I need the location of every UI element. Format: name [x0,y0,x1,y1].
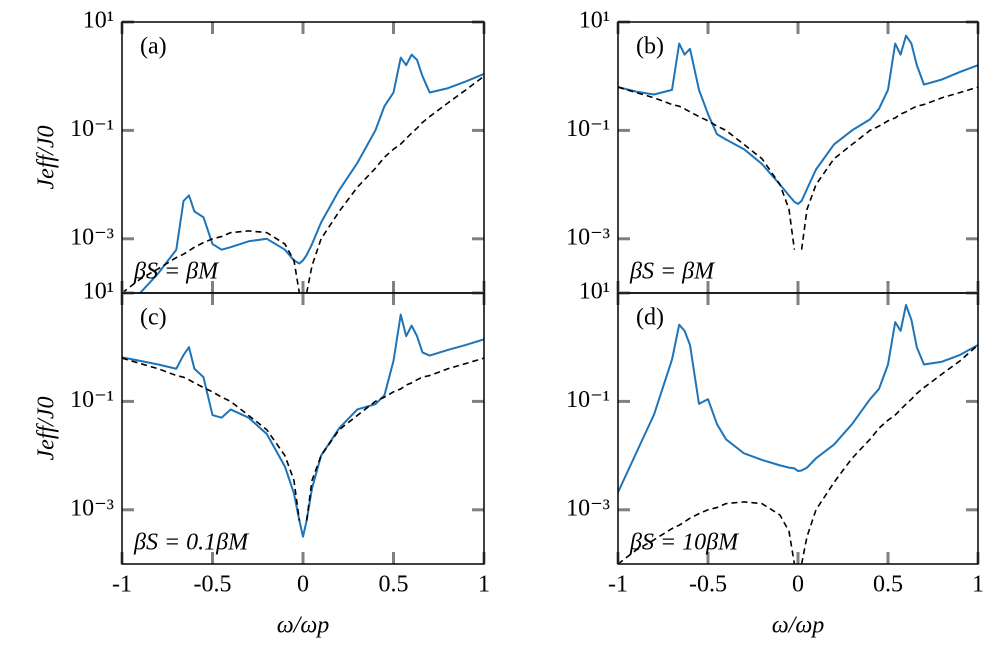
frame [617,21,979,294]
y-tick-label: 10¹ [579,279,610,305]
frame [121,292,485,565]
x-tick-label: -1 [608,572,628,598]
annotation: βS = 10βM [629,530,740,556]
x-tick-label: 0.5 [873,572,903,598]
series-line [618,86,978,250]
panel-label: (a) [140,34,167,60]
series-line [122,75,484,293]
y-tick-label: 10⁻³ [566,495,610,521]
plot-area [122,53,484,293]
y-tick-label: 10⁻³ [70,495,114,521]
annotation: βS = βM [133,259,220,285]
series-line [139,53,484,293]
x-tick-label: -1 [112,572,132,598]
panel-label: (b) [636,34,664,60]
y-tick-label: 10⁻¹ [70,387,114,413]
series-line [122,357,484,521]
frame [617,292,979,565]
panel-label: (c) [140,305,167,331]
plot-area [618,34,978,250]
panel-label: (d) [636,305,664,331]
annotation: βS = 0.1βM [133,530,250,556]
y-tick-label: 10⁻³ [70,224,114,250]
y-tick-label: 10⁻¹ [70,116,114,142]
y-axis-label: Jeff/J0 [34,397,60,461]
x-tick-label: 0 [792,572,804,598]
x-tick-label: -0.5 [194,572,232,598]
y-tick-label: 10¹ [83,279,114,305]
x-axis-label: ω/ωp [277,613,330,639]
series-line [122,313,484,538]
x-tick-label: 0 [297,572,309,598]
frame [121,21,485,294]
y-tick-label: 10⁻¹ [566,387,610,413]
series-line [618,344,978,564]
series-line [618,304,978,493]
x-axis-label: ω/ωp [772,613,825,639]
x-tick-label: -0.5 [689,572,727,598]
plot-area [618,304,978,564]
series-line [618,34,978,205]
x-tick-label: 0.5 [379,572,409,598]
annotation: βS = βM [629,259,716,285]
y-tick-label: 10¹ [83,8,114,34]
x-tick-label: 1 [972,572,984,598]
y-tick-label: 10¹ [579,8,610,34]
x-tick-label: 1 [478,572,490,598]
y-tick-label: 10⁻¹ [566,116,610,142]
y-axis-label: Jeff/J0 [34,126,60,190]
y-tick-label: 10⁻³ [566,224,610,250]
plot-area [122,313,484,538]
